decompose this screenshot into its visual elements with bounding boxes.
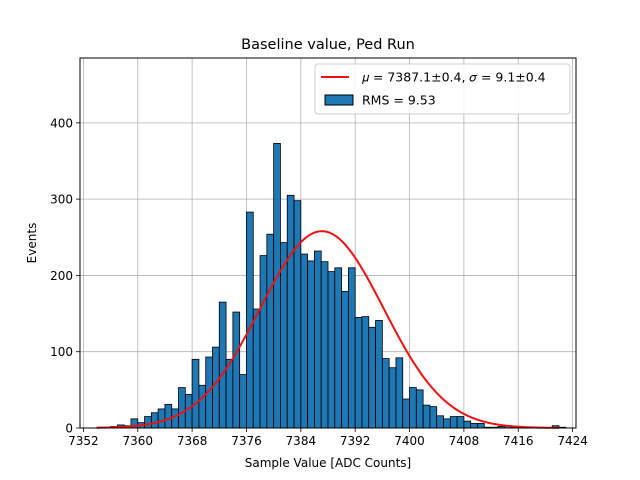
x-tick-label: 7352 <box>68 434 99 448</box>
histogram-bar <box>286 194 295 429</box>
legend-rms-label: RMS = 9.53 <box>362 93 436 108</box>
y-tick-label: 200 <box>50 269 73 283</box>
histogram-bar <box>429 406 438 429</box>
histogram-bar <box>334 267 342 429</box>
histogram-bar <box>191 358 200 429</box>
legend-box <box>314 63 571 115</box>
histogram-bar <box>477 423 485 429</box>
histogram-bar <box>470 423 478 429</box>
histogram-bar <box>307 260 315 429</box>
histogram-bar <box>327 271 336 429</box>
histogram-bar <box>178 387 186 429</box>
histogram-bar <box>361 316 370 429</box>
histogram-bar <box>252 308 261 429</box>
histogram-bar <box>239 374 247 429</box>
x-tick-label: 7400 <box>394 434 425 448</box>
y-tick-label: 100 <box>50 345 73 359</box>
histogram-bar <box>212 346 220 429</box>
histogram-bar <box>225 358 234 429</box>
histogram-bar <box>375 320 383 429</box>
histogram-bar <box>246 211 254 429</box>
x-tick-label: 7368 <box>177 434 208 448</box>
histogram-bars <box>96 143 567 429</box>
plot-frame <box>79 57 577 429</box>
histogram-bar <box>436 415 444 429</box>
histogram-bar <box>164 403 173 429</box>
histogram-bar <box>449 416 458 429</box>
histogram-bar <box>266 233 275 429</box>
histogram-bar <box>415 389 424 429</box>
chart-title: Baseline value, Ped Run <box>241 37 415 53</box>
y-axis-label: Events <box>25 223 39 264</box>
histogram-bar <box>443 418 451 429</box>
x-axis-label: Sample Value [ADC Counts] <box>245 456 411 470</box>
x-tick-label: 7408 <box>449 434 480 448</box>
histogram-bar <box>259 255 268 429</box>
gaussian-fit-line <box>96 230 560 429</box>
legend-fit-label: 𝜇 = 7387.1±0.4, 𝜎 = 9.1±0.4 <box>362 70 546 85</box>
x-tick-label: 7392 <box>340 434 371 448</box>
histogram-bar <box>198 384 207 429</box>
y-axis-ticks: 0 100 200 300 400 <box>50 116 80 436</box>
legend-rms-swatch <box>324 94 354 106</box>
histogram-bar <box>409 387 417 429</box>
histogram-bar <box>368 326 376 429</box>
x-tick-label: 7416 <box>503 434 534 448</box>
histogram-bar <box>300 253 309 429</box>
histogram-bar <box>381 358 390 429</box>
histogram-bar <box>314 250 322 429</box>
histogram-bar <box>320 261 329 429</box>
histogram-bar <box>354 316 363 429</box>
histogram-bar <box>456 416 465 429</box>
histogram-bar <box>218 301 227 429</box>
histogram-bar <box>395 357 404 429</box>
y-tick-label: 0 <box>65 422 73 436</box>
histogram-bar <box>422 404 431 429</box>
histogram-bar <box>388 367 397 429</box>
legend: 𝜇 = 7387.1±0.4, 𝜎 = 9.1±0.4 RMS = 9.53 <box>314 63 571 115</box>
histogram-bar <box>171 408 179 429</box>
x-tick-label: 7424 <box>557 434 588 448</box>
y-tick-label: 300 <box>50 193 73 207</box>
x-tick-label: 7360 <box>122 434 153 448</box>
histogram-bar <box>402 398 410 429</box>
histogram-bar <box>144 416 152 429</box>
histogram-bar <box>232 311 241 429</box>
histogram-bar <box>157 408 166 429</box>
histogram-bar <box>463 420 472 429</box>
histogram-bar <box>273 143 281 429</box>
x-tick-label: 7384 <box>286 434 317 448</box>
histogram-bar <box>341 291 349 429</box>
y-tick-label: 400 <box>50 116 73 130</box>
histogram-bar <box>347 267 356 429</box>
histogram-bar <box>293 200 302 429</box>
x-tick-label: 7376 <box>231 434 262 448</box>
histogram-bar <box>150 412 159 429</box>
x-axis-ticks: 7352 7360 7368 7376 7384 7392 7400 7408 7416 7424 <box>68 428 588 448</box>
